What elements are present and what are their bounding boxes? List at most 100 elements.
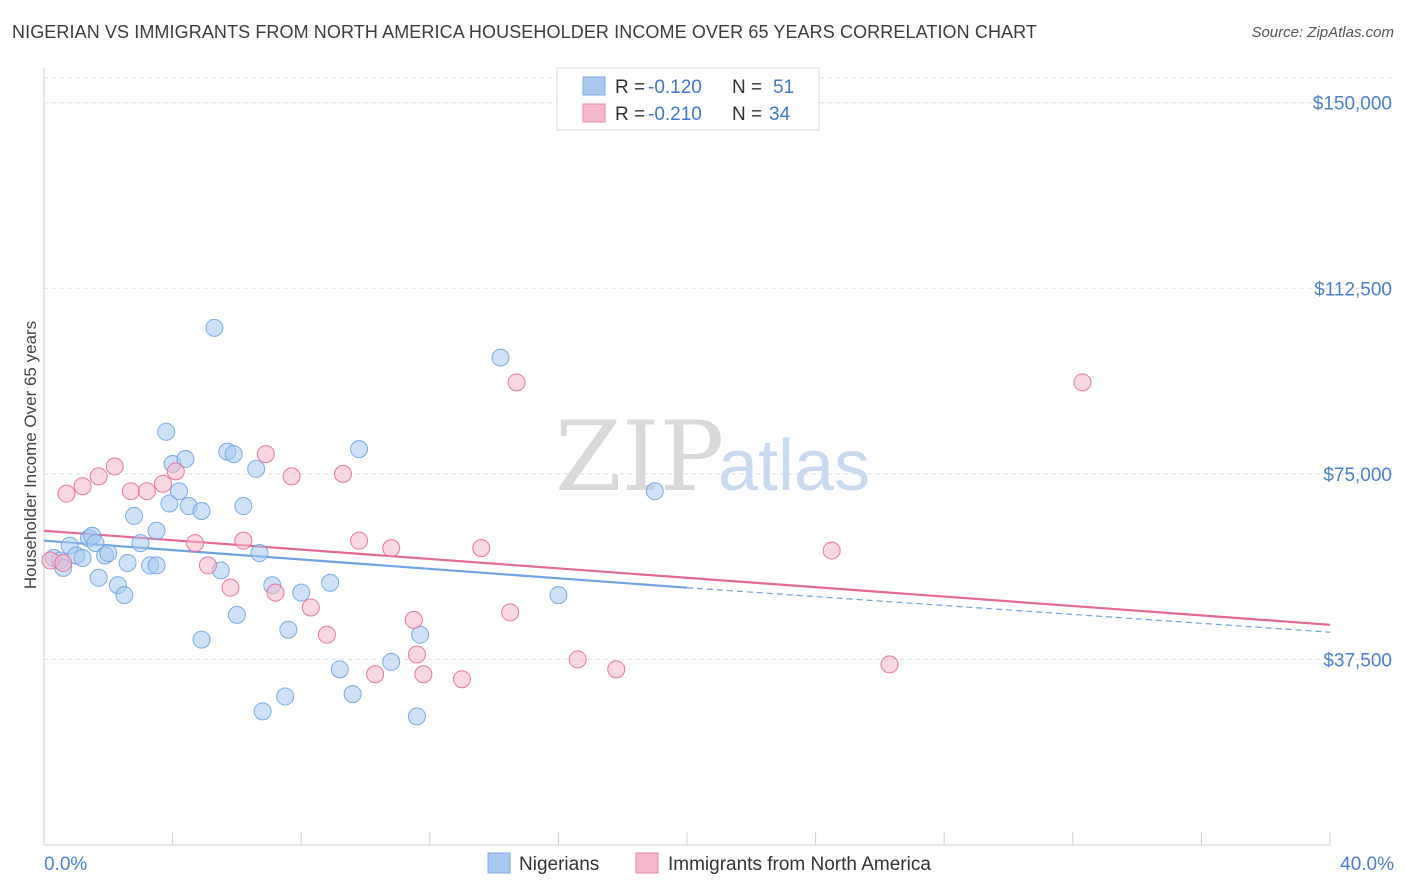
legend-n-label-2: N =	[732, 104, 762, 125]
point-immigrants	[221, 578, 240, 597]
legend-r-value-2: -0.210	[648, 104, 702, 125]
watermark-zip: ZIP	[555, 401, 724, 513]
point-nigerians	[321, 573, 340, 592]
grid-lines	[44, 77, 1395, 660]
trend-line-extension-1	[686, 587, 1331, 633]
bottom-legend-swatch-nigerians	[487, 852, 511, 874]
point-immigrants	[89, 467, 108, 486]
legend-swatch-nigerians	[582, 76, 606, 96]
point-immigrants	[57, 484, 76, 503]
point-immigrants	[404, 610, 423, 629]
point-nigerians	[170, 482, 189, 501]
point-nigerians	[250, 544, 269, 563]
x-tick-label-min: 0.0%	[44, 854, 87, 875]
point-immigrants	[153, 474, 172, 493]
point-nigerians	[176, 450, 195, 469]
point-immigrants	[350, 531, 369, 550]
legend-r-label-1: R =	[615, 77, 645, 98]
point-nigerians	[343, 685, 362, 704]
point-immigrants	[568, 650, 587, 669]
legend-swatch-immigrants	[582, 103, 606, 123]
legend-n-value-2: 34	[769, 104, 791, 125]
point-immigrants	[266, 583, 285, 602]
point-immigrants	[507, 373, 526, 392]
legend-r-label-2: R =	[615, 104, 645, 125]
point-immigrants	[366, 665, 385, 684]
y-tick-label: $75,000	[1323, 465, 1392, 486]
axes	[43, 68, 1331, 846]
point-nigerians	[382, 652, 401, 671]
x-tick-labels: 0.0% 40.0%	[44, 854, 1394, 875]
legend-r-value-1: -0.120	[648, 77, 702, 98]
bottom-legend-swatch-immigrants	[635, 852, 659, 874]
point-nigerians	[86, 534, 105, 553]
point-nigerians	[131, 534, 150, 553]
point-immigrants	[105, 457, 124, 476]
point-immigrants	[407, 645, 426, 664]
y-axis-label: Householder Income Over 65 years	[21, 321, 40, 589]
point-immigrants	[54, 553, 73, 572]
point-immigrants	[256, 445, 275, 464]
point-nigerians	[491, 348, 510, 367]
point-nigerians	[234, 497, 253, 516]
point-immigrants	[121, 482, 140, 501]
point-nigerians	[645, 482, 664, 501]
point-immigrants	[73, 477, 92, 496]
trend-line-1	[43, 539, 688, 589]
point-immigrants	[137, 482, 156, 501]
point-nigerians	[227, 605, 246, 624]
point-nigerians	[73, 548, 92, 567]
point-immigrants	[822, 541, 841, 560]
point-nigerians	[350, 440, 369, 459]
point-immigrants	[880, 655, 899, 674]
point-nigerians	[89, 568, 108, 587]
point-immigrants	[317, 625, 336, 644]
source-label: Source: ZipAtlas.com	[1251, 24, 1394, 41]
legend-n-label-1: N =	[732, 77, 762, 98]
point-immigrants	[414, 665, 433, 684]
point-nigerians	[407, 707, 426, 726]
point-nigerians	[115, 586, 134, 605]
point-nigerians	[224, 445, 243, 464]
point-immigrants	[452, 670, 471, 689]
watermark: ZIP atlas	[555, 401, 870, 513]
point-nigerians	[147, 556, 166, 575]
point-immigrants	[186, 534, 205, 553]
point-nigerians	[279, 620, 298, 639]
point-nigerians	[330, 660, 349, 679]
point-immigrants	[501, 603, 520, 622]
y-tick-labels: $37,500 $75,000 $112,500 $150,000	[1313, 94, 1392, 672]
bottom-legend-immigrants: Immigrants from North America	[668, 854, 931, 875]
point-immigrants	[166, 462, 185, 481]
point-immigrants	[382, 539, 401, 558]
y-tick-label: $37,500	[1323, 650, 1392, 671]
point-nigerians	[192, 630, 211, 649]
point-immigrants	[607, 660, 626, 679]
point-nigerians	[118, 553, 137, 572]
point-immigrants	[234, 531, 253, 550]
point-nigerians	[411, 625, 430, 644]
data-points	[41, 318, 1092, 726]
point-nigerians	[125, 506, 144, 525]
legend-box: R = -0.120 N = 51 R = -0.210 N = 34	[556, 67, 820, 131]
point-immigrants	[282, 467, 301, 486]
point-nigerians	[276, 687, 295, 706]
point-nigerians	[253, 702, 272, 721]
bottom-legend: Nigerians Immigrants from North America	[487, 852, 931, 875]
point-immigrants	[333, 464, 352, 483]
x-tick-label-max: 40.0%	[1340, 854, 1394, 875]
point-immigrants	[301, 598, 320, 617]
point-nigerians	[247, 459, 266, 478]
legend-n-value-1: 51	[773, 77, 794, 98]
point-immigrants	[198, 556, 217, 575]
y-tick-label: $150,000	[1313, 94, 1392, 115]
point-nigerians	[157, 422, 176, 441]
chart-title: NIGERIAN VS IMMIGRANTS FROM NORTH AMERIC…	[12, 22, 1038, 42]
point-nigerians	[160, 494, 179, 513]
watermark-atlas: atlas	[718, 426, 870, 506]
point-nigerians	[99, 544, 118, 563]
bottom-legend-nigerians: Nigerians	[519, 854, 599, 875]
point-immigrants	[472, 539, 491, 558]
y-tick-label: $112,500	[1314, 279, 1392, 300]
